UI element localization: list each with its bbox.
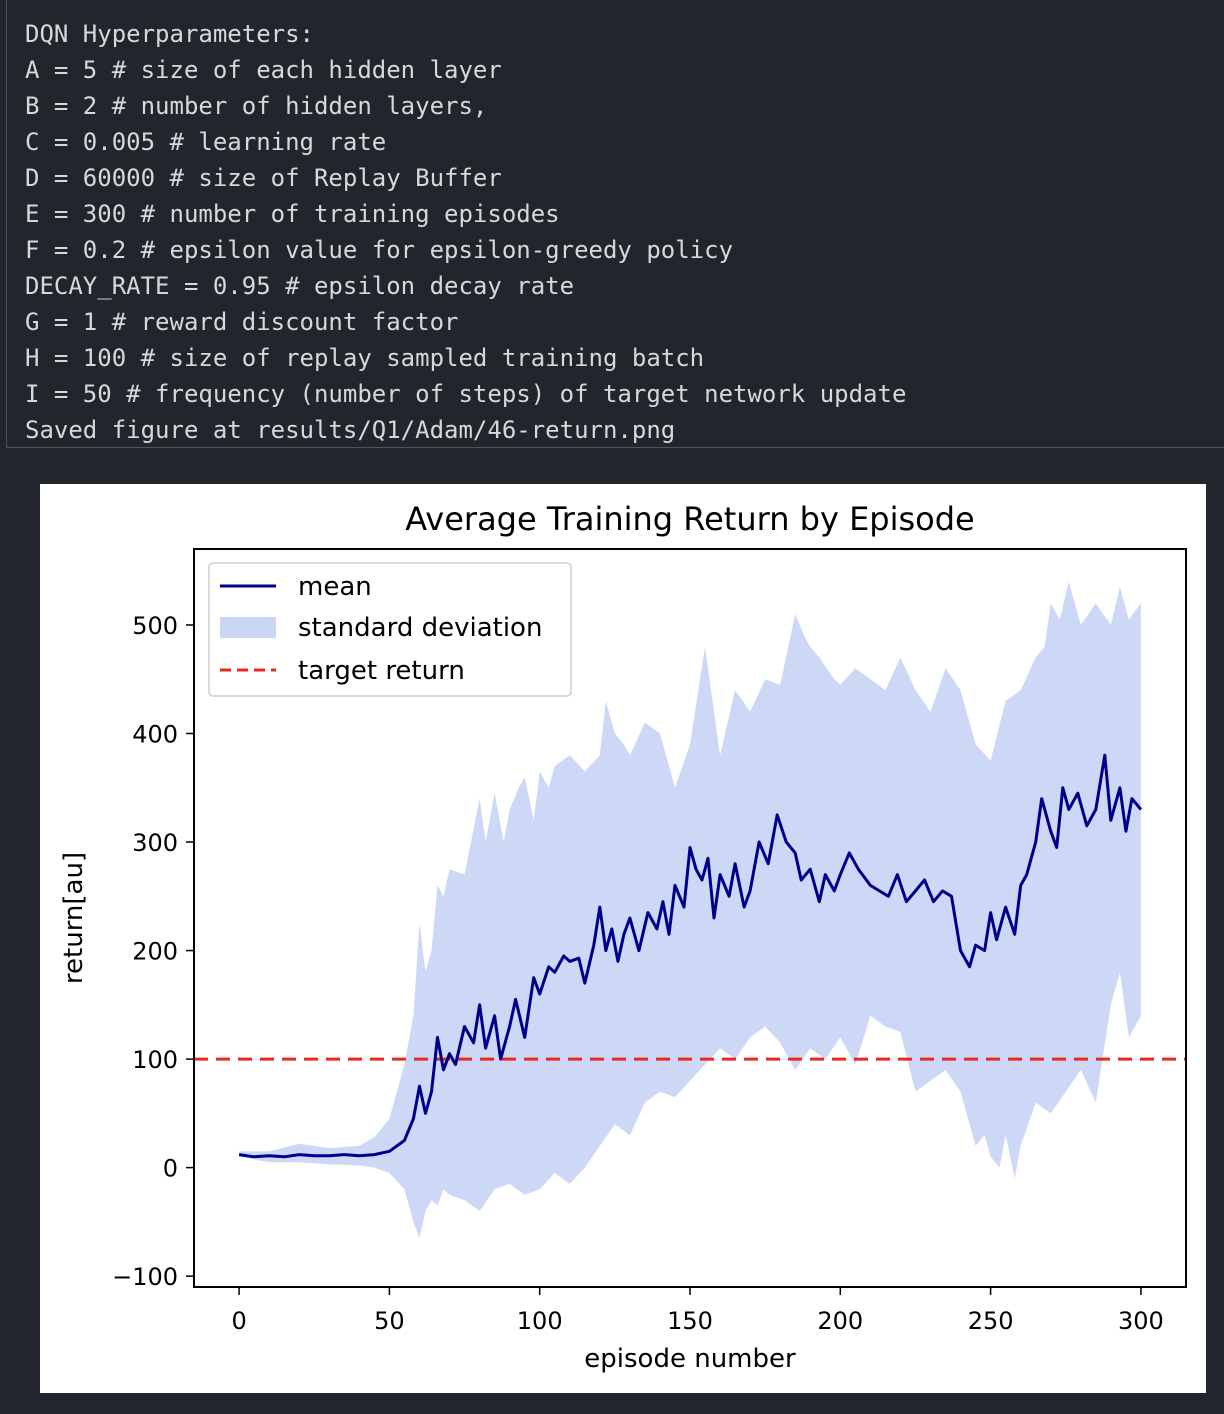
legend-mean-label: mean bbox=[298, 572, 372, 602]
console-line: G = 1 # reward discount factor bbox=[25, 308, 459, 336]
console-line: DECAY_RATE = 0.95 # epsilon decay rate bbox=[25, 272, 575, 300]
console-line: B = 2 # number of hidden layers, bbox=[25, 92, 488, 120]
x-tick-label: 0 bbox=[231, 1307, 246, 1335]
console-line: I = 50 # frequency (number of steps) of … bbox=[25, 380, 907, 408]
y-tick-label: 400 bbox=[132, 721, 178, 749]
x-tick-label: 150 bbox=[667, 1307, 713, 1335]
console-line: E = 300 # number of training episodes bbox=[25, 200, 560, 228]
x-tick-label: 300 bbox=[1118, 1307, 1164, 1335]
legend-std-label: standard deviation bbox=[298, 613, 542, 643]
y-tick-label: 300 bbox=[132, 829, 178, 857]
return-chart: Average Training Return by Episode 0 50 10… bbox=[59, 500, 1187, 1374]
return-figure: Average Training Return by Episode 0 50 10… bbox=[40, 484, 1206, 1393]
console-line: DQN Hyperparameters: bbox=[25, 20, 314, 48]
x-tick-label: 200 bbox=[817, 1307, 863, 1335]
x-tick-label: 100 bbox=[517, 1307, 563, 1335]
console-line: F = 0.2 # epsilon value for epsilon-gree… bbox=[25, 236, 734, 264]
console-line: C = 0.005 # learning rate bbox=[25, 128, 387, 156]
y-tick-label: −100 bbox=[112, 1263, 178, 1291]
legend-target-label: target return bbox=[298, 656, 465, 686]
y-tick-label: 0 bbox=[163, 1155, 178, 1183]
x-tick-label: 250 bbox=[968, 1307, 1014, 1335]
console-line: H = 100 # size of replay sampled trainin… bbox=[25, 344, 705, 372]
console-line: D = 60000 # size of Replay Buffer bbox=[25, 164, 502, 192]
x-tick-label: 50 bbox=[374, 1307, 405, 1335]
output-console: DQN Hyperparameters: A = 5 # size of each… bbox=[6, 0, 1224, 448]
console-line: A = 5 # size of each hidden layer bbox=[25, 56, 502, 84]
std-deviation-band bbox=[239, 581, 1141, 1239]
legend-std-swatch bbox=[220, 617, 276, 638]
chart-legend: mean standard deviation target return bbox=[208, 562, 572, 697]
x-axis-label: episode number bbox=[584, 1344, 796, 1374]
y-tick-label: 500 bbox=[132, 612, 178, 640]
y-axis-label: return[au] bbox=[59, 852, 89, 984]
chart-title: Average Training Return by Episode bbox=[405, 500, 974, 538]
mean-return-line bbox=[238, 753, 1143, 1159]
y-tick-label: 200 bbox=[132, 938, 178, 966]
legend-box bbox=[208, 562, 572, 697]
console-line: Saved figure at results/Q1/Adam/46-retur… bbox=[25, 416, 676, 444]
y-tick-label: 100 bbox=[132, 1046, 178, 1074]
